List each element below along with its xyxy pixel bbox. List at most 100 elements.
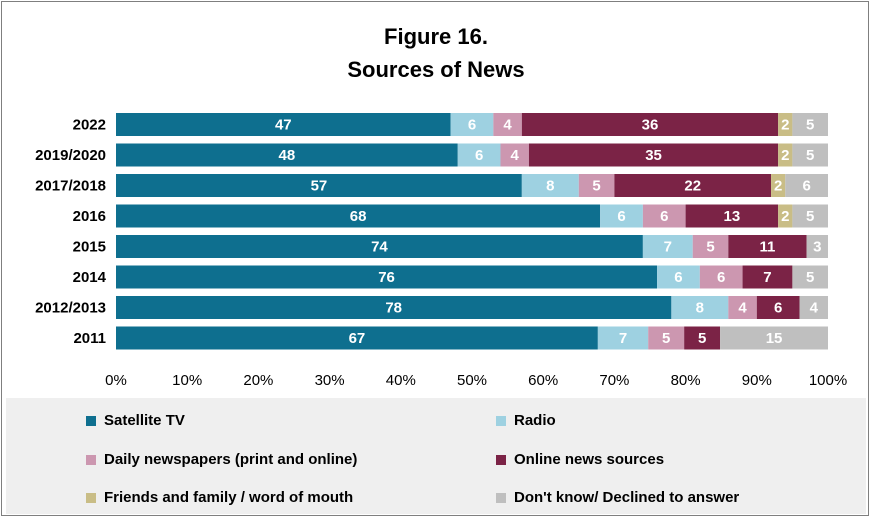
bar-segment	[642, 204, 686, 228]
bar-segment	[648, 326, 685, 350]
data-label: 4	[810, 300, 819, 317]
bar-segment	[600, 204, 643, 228]
bar-segment	[116, 174, 522, 197]
x-tick-label: 20%	[243, 372, 273, 389]
data-label: 6	[475, 147, 483, 164]
legend-label: Radio	[514, 412, 556, 429]
data-label: 4	[503, 117, 512, 134]
data-label: 5	[806, 269, 814, 286]
x-tick-label: 50%	[457, 372, 487, 389]
bar-segment	[493, 113, 522, 136]
data-label: 15	[766, 330, 783, 347]
data-label: 67	[349, 330, 366, 347]
legend-swatch	[86, 454, 96, 465]
bar-segment	[792, 265, 828, 289]
legend-label: Don't know/ Declined to answer	[514, 489, 740, 506]
bar-segment	[792, 143, 828, 167]
data-label: 22	[684, 178, 701, 195]
bar-segment	[116, 143, 458, 167]
legend-item: Radio	[496, 412, 556, 429]
legend-item: Daily newspapers (print and online)	[86, 451, 357, 468]
x-tick-label: 70%	[599, 372, 629, 389]
data-label: 5	[806, 117, 814, 134]
legend-swatch	[86, 415, 96, 426]
data-label: 7	[763, 269, 771, 286]
bar-segment	[684, 326, 721, 350]
data-label: 2	[774, 178, 782, 195]
bar-segment	[578, 174, 615, 197]
bar-segment	[116, 296, 672, 319]
data-label: 7	[664, 239, 672, 256]
chart-title: Figure 16.	[384, 24, 488, 49]
bar-segment	[457, 143, 501, 167]
data-label: 6	[660, 208, 668, 225]
x-tick-label: 40%	[386, 372, 416, 389]
data-label: 6	[774, 300, 782, 317]
bar-segment	[116, 113, 451, 136]
bar-segment	[720, 326, 828, 350]
bar-segment	[742, 265, 793, 289]
data-label: 11	[760, 239, 776, 256]
bar-segment	[521, 174, 579, 197]
data-label: 6	[717, 269, 725, 286]
data-label: 5	[698, 330, 706, 347]
data-label: 5	[662, 330, 670, 347]
bar-segment	[116, 235, 643, 258]
data-label: 5	[806, 208, 814, 225]
x-tick-label: 80%	[671, 372, 701, 389]
legend-swatch	[496, 454, 506, 465]
category-label: 2015	[73, 239, 106, 256]
x-tick-label: 10%	[172, 372, 202, 389]
data-label: 78	[385, 300, 402, 317]
bar-segment	[799, 296, 828, 319]
bar-segment	[728, 235, 807, 258]
category-label: 2019/2020	[35, 147, 106, 164]
bar-segment	[597, 326, 649, 350]
legend-item: Friends and family / word of mouth	[86, 489, 353, 506]
legend-label: Friends and family / word of mouth	[104, 489, 354, 506]
data-label: 76	[378, 269, 395, 286]
data-label: 35	[645, 147, 662, 164]
bar-segment	[116, 265, 658, 289]
bar-segment	[692, 235, 729, 258]
chart-legend: Satellite TV Radio Daily newspapers (print…	[6, 398, 866, 514]
legend-swatch	[496, 492, 506, 503]
data-label: 2	[781, 117, 789, 134]
bar-segment	[699, 265, 743, 289]
data-label: 4	[511, 147, 520, 164]
data-label: 3	[813, 239, 821, 256]
data-label: 6	[674, 269, 682, 286]
bar-segment	[642, 235, 693, 258]
category-label: 2016	[73, 208, 106, 225]
legend-item: Satellite TV	[86, 412, 185, 429]
bar-segment	[792, 113, 828, 136]
bar-segment	[756, 296, 800, 319]
legend-swatch	[496, 415, 506, 426]
data-label: 4	[738, 300, 747, 317]
category-label: 2014	[73, 269, 107, 286]
x-tick-label: 90%	[742, 372, 772, 389]
category-label: 2022	[73, 117, 106, 134]
legend-label: Satellite TV	[104, 412, 185, 429]
category-label: 2011	[73, 330, 106, 347]
legend-swatch	[86, 492, 96, 503]
bar-segment	[657, 265, 700, 289]
x-tick-label: 30%	[315, 372, 345, 389]
category-label: 2012/2013	[35, 300, 106, 317]
legend-label: Daily newspapers (print and online)	[104, 451, 358, 468]
data-label: 48	[279, 147, 296, 164]
data-label: 36	[642, 117, 659, 134]
data-label: 74	[371, 239, 388, 256]
x-tick-label: 0%	[105, 372, 127, 389]
bar-segment	[785, 174, 828, 197]
data-label: 7	[619, 330, 627, 347]
category-label: 2017/2018	[35, 178, 106, 195]
bar-segment	[778, 113, 793, 136]
bar-segment	[806, 235, 828, 258]
data-label: 2	[781, 208, 789, 225]
data-label: 2	[781, 147, 789, 164]
bar-segment	[792, 204, 828, 228]
bar-segment	[450, 113, 494, 136]
bar-segment	[778, 204, 793, 228]
